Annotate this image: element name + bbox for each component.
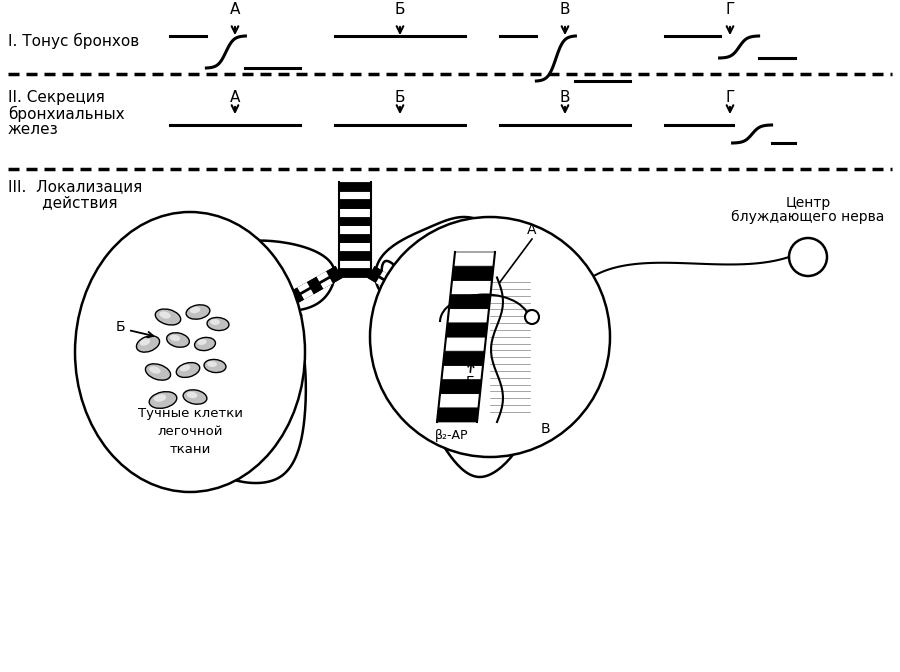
Ellipse shape	[186, 392, 197, 398]
Text: III.  Локализация: III. Локализация	[8, 179, 142, 194]
Bar	[339, 242, 371, 251]
Ellipse shape	[207, 361, 217, 367]
Text: бронхиальных: бронхиальных	[8, 106, 124, 122]
Bar	[339, 216, 371, 225]
Text: А: А	[230, 2, 240, 17]
Ellipse shape	[207, 317, 229, 331]
Text: β₂-АР: β₂-АР	[436, 429, 469, 442]
Polygon shape	[438, 394, 480, 408]
Text: действия: действия	[8, 195, 118, 210]
Ellipse shape	[149, 392, 176, 409]
Ellipse shape	[166, 333, 189, 347]
Bar	[339, 190, 371, 200]
Ellipse shape	[204, 360, 226, 372]
Bar	[339, 259, 371, 268]
Text: Г: Г	[466, 375, 474, 389]
Text: Г: Г	[725, 2, 734, 17]
Polygon shape	[440, 380, 482, 394]
Polygon shape	[452, 266, 493, 280]
Bar	[339, 181, 371, 191]
Ellipse shape	[183, 390, 207, 404]
Text: А: А	[527, 223, 536, 237]
Polygon shape	[445, 337, 486, 351]
Ellipse shape	[194, 337, 215, 351]
Text: Г: Г	[725, 90, 734, 105]
Bar	[339, 225, 371, 234]
Circle shape	[789, 238, 827, 276]
Ellipse shape	[176, 363, 200, 378]
Text: А: А	[230, 90, 240, 105]
Circle shape	[370, 217, 610, 457]
Bar	[339, 251, 371, 259]
Text: В: В	[540, 422, 550, 436]
Polygon shape	[454, 252, 495, 266]
Polygon shape	[449, 294, 491, 308]
Bar	[339, 208, 371, 216]
Ellipse shape	[156, 309, 181, 325]
Ellipse shape	[75, 212, 305, 492]
Bar	[339, 268, 371, 277]
Ellipse shape	[154, 394, 166, 402]
Ellipse shape	[186, 305, 210, 319]
Bar	[339, 233, 371, 243]
Text: Б: Б	[395, 2, 405, 17]
Polygon shape	[140, 241, 335, 483]
Polygon shape	[375, 217, 536, 477]
Text: I. Тонус бронхов: I. Тонус бронхов	[8, 33, 140, 49]
Ellipse shape	[210, 319, 220, 325]
Ellipse shape	[190, 306, 201, 313]
Ellipse shape	[140, 338, 150, 345]
Text: В: В	[560, 2, 571, 17]
Text: Тучные клетки
легочной
ткани: Тучные клетки легочной ткани	[138, 407, 242, 456]
Ellipse shape	[180, 365, 190, 372]
Polygon shape	[447, 308, 489, 323]
Text: В: В	[560, 90, 571, 105]
Ellipse shape	[137, 336, 159, 352]
Polygon shape	[437, 408, 479, 422]
Ellipse shape	[146, 364, 171, 380]
Ellipse shape	[159, 311, 171, 319]
Text: Б: Б	[395, 90, 405, 105]
Ellipse shape	[170, 335, 180, 341]
Text: Центр: Центр	[786, 196, 831, 210]
Polygon shape	[443, 351, 484, 366]
Bar	[339, 199, 371, 208]
Text: II. Секреция: II. Секреция	[8, 90, 104, 105]
Ellipse shape	[149, 366, 161, 374]
Polygon shape	[442, 366, 483, 380]
Circle shape	[525, 310, 539, 324]
Text: Б: Б	[115, 320, 125, 334]
Text: блуждающего нерва: блуждающего нерва	[732, 210, 885, 224]
Ellipse shape	[197, 339, 207, 345]
Polygon shape	[446, 323, 488, 337]
Polygon shape	[451, 280, 492, 294]
Text: желез: желез	[8, 122, 58, 137]
